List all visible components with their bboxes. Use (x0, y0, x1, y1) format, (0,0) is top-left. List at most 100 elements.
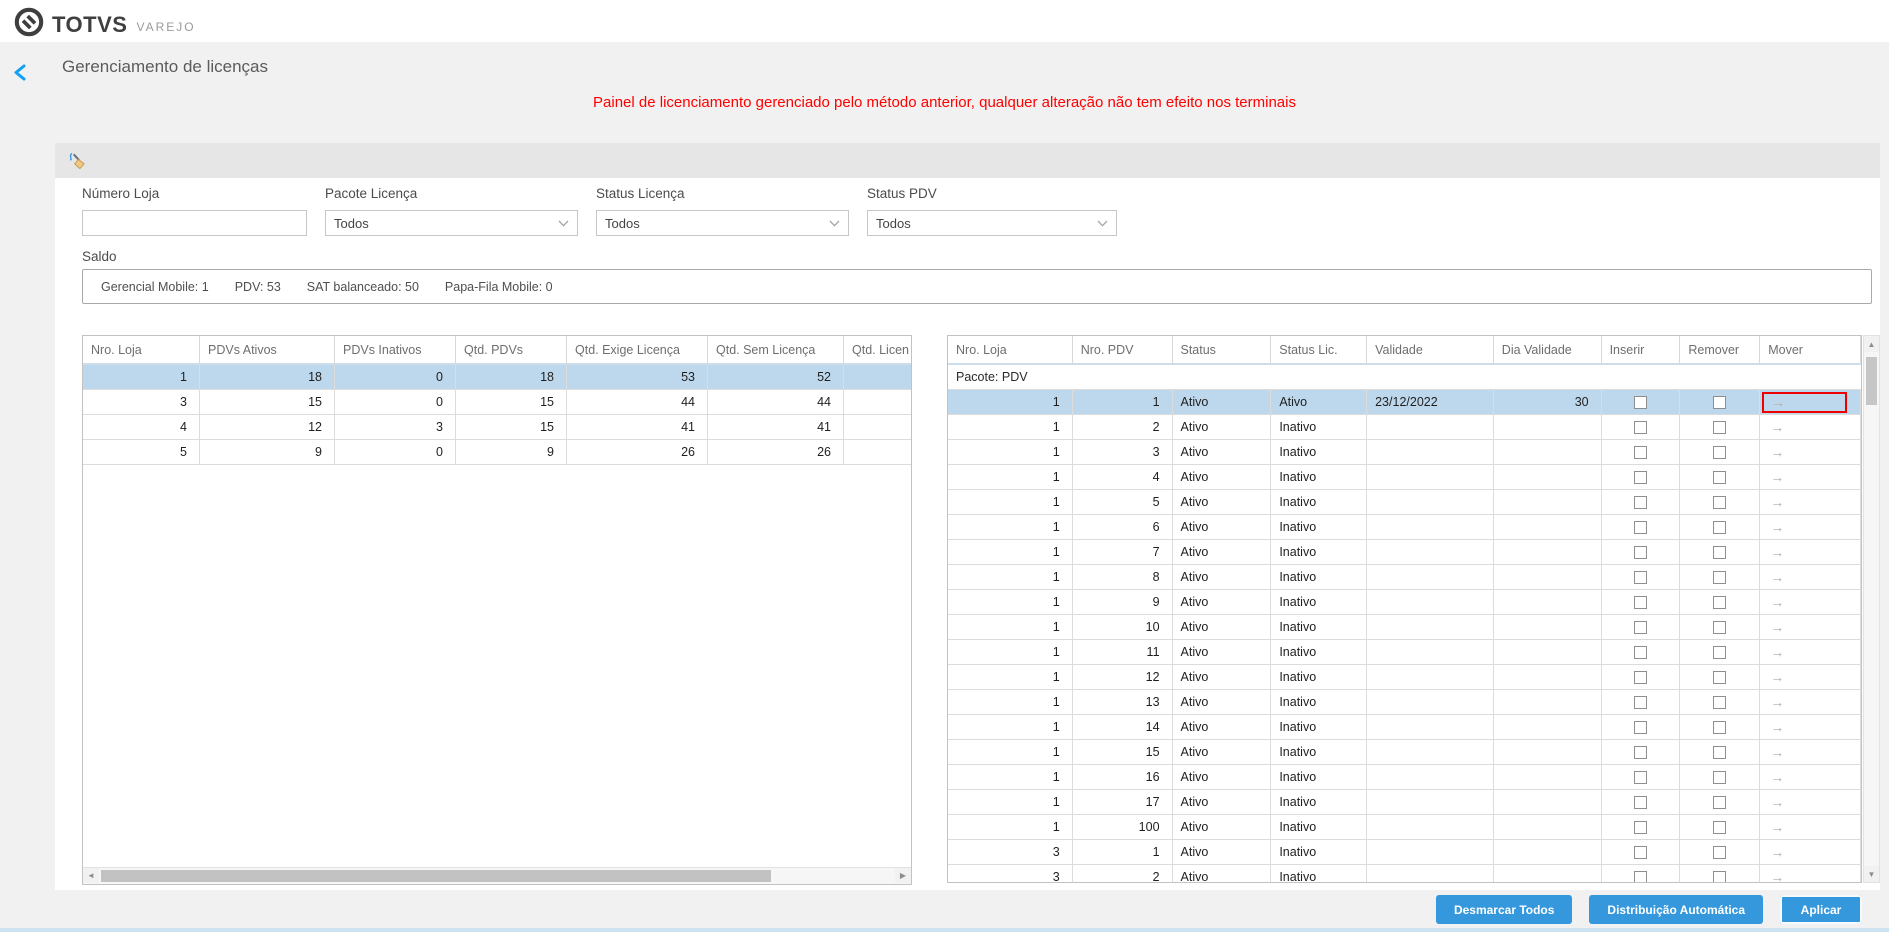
remover-checkbox[interactable] (1713, 445, 1727, 459)
pdv-row[interactable]: 1 12 Ativo Inativo → (948, 665, 1861, 690)
column-header-7[interactable]: Remover (1680, 336, 1761, 363)
mover-icon[interactable]: → (1770, 519, 1785, 535)
mover-icon[interactable]: → (1770, 869, 1785, 883)
inserir-checkbox[interactable] (1634, 820, 1647, 834)
mover-icon[interactable]: → (1771, 394, 1786, 410)
remover-checkbox[interactable] (1713, 620, 1727, 634)
mover-icon[interactable]: → (1770, 719, 1785, 735)
column-header-8[interactable]: Mover (1760, 336, 1861, 363)
remover-checkbox[interactable] (1713, 645, 1727, 659)
vertical-scrollbar-thumb[interactable] (1866, 357, 1877, 405)
column-header-0[interactable]: Nro. Loja (948, 336, 1073, 363)
column-header-5[interactable]: Qtd. Sem Licença (708, 336, 844, 363)
inserir-checkbox[interactable] (1634, 720, 1647, 734)
mover-icon[interactable]: → (1770, 619, 1785, 635)
loja-row[interactable]: 4 12 3 15 41 41 (83, 415, 911, 440)
mover-icon[interactable]: → (1770, 744, 1785, 760)
column-header-6[interactable]: Inserir (1602, 336, 1681, 363)
inserir-checkbox[interactable] (1634, 395, 1648, 409)
mover-icon[interactable]: → (1770, 794, 1785, 810)
inserir-checkbox[interactable] (1634, 845, 1647, 859)
pdv-row[interactable]: 1 11 Ativo Inativo → (948, 640, 1861, 665)
inserir-checkbox[interactable] (1634, 670, 1647, 684)
remover-checkbox[interactable] (1713, 395, 1727, 409)
scroll-right-icon[interactable]: ▶ (895, 868, 911, 883)
mover-icon[interactable]: → (1770, 569, 1785, 585)
pdv-row[interactable]: 1 14 Ativo Inativo → (948, 715, 1861, 740)
mover-icon[interactable]: → (1770, 594, 1785, 610)
column-header-5[interactable]: Dia Validade (1494, 336, 1602, 363)
mover-icon[interactable]: → (1770, 644, 1785, 660)
remover-checkbox[interactable] (1713, 695, 1727, 709)
pdv-row[interactable]: 1 13 Ativo Inativo → (948, 690, 1861, 715)
remover-checkbox[interactable] (1713, 420, 1727, 434)
loja-row[interactable]: 1 18 0 18 53 52 (83, 365, 911, 390)
scroll-left-icon[interactable]: ◄ (83, 868, 99, 883)
remover-checkbox[interactable] (1713, 745, 1727, 759)
pdv-row[interactable]: 3 1 Ativo Inativo → (948, 840, 1861, 865)
inserir-checkbox[interactable] (1634, 595, 1647, 609)
desmarcar-todos-button[interactable]: Desmarcar Todos (1435, 895, 1573, 924)
pdv-row[interactable]: 1 1 Ativo Ativo 23/12/2022 30 → (948, 390, 1861, 415)
column-header-2[interactable]: Status (1173, 336, 1272, 363)
loja-row[interactable]: 3 15 0 15 44 44 (83, 390, 911, 415)
status-licenca-select[interactable]: Todos (596, 210, 849, 236)
pdv-row[interactable]: 1 2 Ativo Inativo → (948, 415, 1861, 440)
mover-icon[interactable]: → (1770, 469, 1785, 485)
loja-row[interactable]: 5 9 0 9 26 26 (83, 440, 911, 465)
pdv-row[interactable]: 1 3 Ativo Inativo → (948, 440, 1861, 465)
inserir-checkbox[interactable] (1634, 445, 1647, 459)
back-button[interactable] (13, 64, 33, 84)
remover-checkbox[interactable] (1713, 520, 1727, 534)
remover-checkbox[interactable] (1713, 595, 1727, 609)
inserir-checkbox[interactable] (1634, 645, 1647, 659)
pdv-row[interactable]: 1 15 Ativo Inativo → (948, 740, 1861, 765)
inserir-checkbox[interactable] (1634, 620, 1647, 634)
column-header-6[interactable]: Qtd. Licen (844, 336, 911, 363)
inserir-checkbox[interactable] (1634, 420, 1647, 434)
inserir-checkbox[interactable] (1634, 770, 1647, 784)
inserir-checkbox[interactable] (1634, 745, 1647, 759)
status-pdv-select[interactable]: Todos (867, 210, 1117, 236)
column-header-4[interactable]: Validade (1367, 336, 1494, 363)
pdv-row[interactable]: 1 8 Ativo Inativo → (948, 565, 1861, 590)
inserir-checkbox[interactable] (1634, 570, 1647, 584)
numero-loja-input[interactable] (82, 210, 307, 236)
distribuicao-automatica-button[interactable]: Distribuição Automática (1589, 895, 1763, 924)
mover-icon[interactable]: → (1770, 769, 1785, 785)
remover-checkbox[interactable] (1713, 845, 1727, 859)
vertical-scrollbar[interactable]: ▲ ▼ (1863, 335, 1880, 883)
pdv-row[interactable]: 1 9 Ativo Inativo → (948, 590, 1861, 615)
remover-checkbox[interactable] (1713, 670, 1727, 684)
remover-checkbox[interactable] (1713, 545, 1727, 559)
pdv-row[interactable]: 1 10 Ativo Inativo → (948, 615, 1861, 640)
remover-checkbox[interactable] (1713, 720, 1727, 734)
column-header-3[interactable]: Status Lic. (1271, 336, 1368, 363)
remover-checkbox[interactable] (1713, 570, 1727, 584)
inserir-checkbox[interactable] (1634, 795, 1647, 809)
scroll-up-icon[interactable]: ▲ (1864, 336, 1879, 352)
mover-icon[interactable]: → (1770, 844, 1785, 860)
horizontal-scrollbar-thumb[interactable] (101, 870, 771, 882)
pacote-licenca-select[interactable]: Todos (325, 210, 578, 236)
horizontal-scrollbar[interactable]: ◄ ▶ (83, 867, 911, 884)
column-header-2[interactable]: PDVs Inativos (335, 336, 456, 363)
inserir-checkbox[interactable] (1634, 545, 1647, 559)
mover-icon[interactable]: → (1770, 544, 1785, 560)
pdv-row[interactable]: 1 6 Ativo Inativo → (948, 515, 1861, 540)
mover-icon[interactable]: → (1770, 444, 1785, 460)
mover-icon[interactable]: → (1770, 819, 1785, 835)
clear-filters-button[interactable] (66, 150, 88, 172)
inserir-checkbox[interactable] (1634, 695, 1647, 709)
scroll-down-icon[interactable]: ▼ (1864, 866, 1879, 882)
inserir-checkbox[interactable] (1634, 520, 1647, 534)
mover-icon[interactable]: → (1770, 419, 1785, 435)
pdv-row[interactable]: 1 5 Ativo Inativo → (948, 490, 1861, 515)
remover-checkbox[interactable] (1713, 770, 1727, 784)
inserir-checkbox[interactable] (1634, 870, 1647, 882)
mover-icon[interactable]: → (1770, 669, 1785, 685)
inserir-checkbox[interactable] (1634, 495, 1647, 509)
pdv-row[interactable]: 3 2 Ativo Inativo → (948, 865, 1861, 883)
column-header-1[interactable]: Nro. PDV (1073, 336, 1173, 363)
inserir-checkbox[interactable] (1634, 470, 1647, 484)
